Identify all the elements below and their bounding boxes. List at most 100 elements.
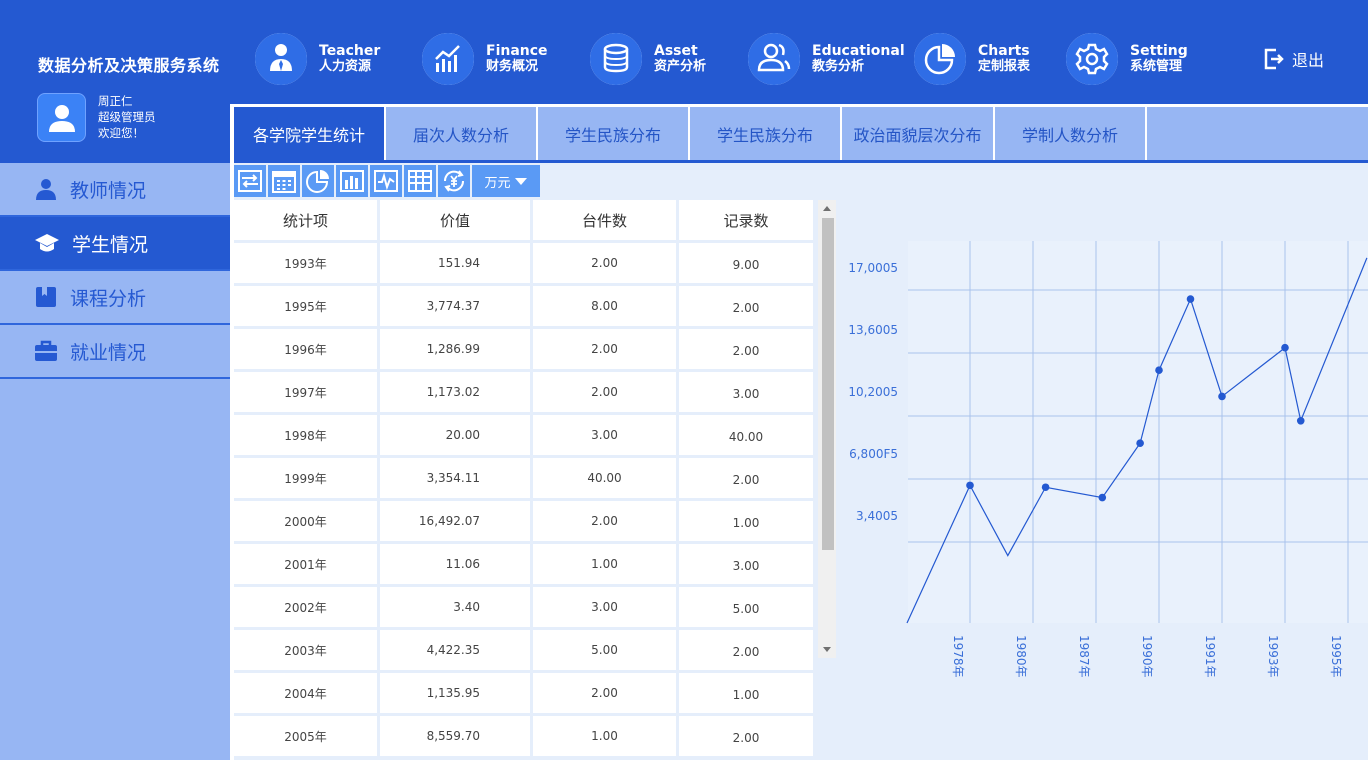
swap-button[interactable] [234, 165, 266, 197]
table-cell: 1993年 [234, 243, 377, 283]
x-tick-label: 1991年 [1203, 635, 1217, 678]
nav-teacher[interactable]: Teacher 人力资源 [255, 32, 380, 86]
tab-bar: 各学院学生统计 届次人数分析 学生民族分布 学生民族分布 政治面貌层次分布 学制… [234, 107, 1368, 163]
column-header[interactable]: 台件数 [533, 200, 676, 240]
nav-educational[interactable]: Educational 教务分析 [748, 32, 905, 86]
user-greeting: 欢迎您！ [98, 126, 144, 140]
logout-button[interactable]: 退出 [1264, 47, 1324, 71]
nav-charts[interactable]: Charts 定制报表 [914, 32, 1030, 86]
nav-teacher-en: Teacher [319, 43, 381, 59]
line-chart: 17,0005 13,6005 10,2005 6,800F5 3,4005 1978年 1… [838, 227, 1368, 687]
table-row[interactable]: 1999年 3,354.11 40.00 2.00 [234, 458, 813, 498]
table-row[interactable]: 2000年 16,492.07 2.00 1.00 [234, 501, 813, 541]
data-point [1281, 343, 1289, 352]
scroll-down-arrow[interactable] [823, 647, 831, 652]
table-row[interactable]: 1997年 1,173.02 2.00 3.00 [234, 372, 813, 412]
nav-finance[interactable]: Finance 财务概况 [422, 32, 548, 86]
table-scrollbar[interactable] [818, 200, 836, 658]
table-cell: 1.00 [533, 544, 676, 584]
swap-icon [238, 170, 262, 192]
column-header[interactable]: 记录数 [679, 200, 813, 240]
teacher-icon [255, 33, 307, 85]
tab-political-status[interactable]: 政治面貌层次分布 [842, 107, 995, 160]
sidebar-item-label: 就业情况 [70, 341, 147, 364]
table-cell: 3.00 [679, 544, 813, 584]
pie-chart-icon [914, 33, 966, 85]
nav-asset-cn: 资产分析 [654, 59, 707, 74]
table-cell: 2.00 [679, 716, 813, 756]
column-header[interactable]: 价值 [380, 200, 530, 240]
table-cell: 2001年 [234, 544, 377, 584]
nav-teacher-cn: 人力资源 [319, 59, 372, 74]
data-point [1218, 392, 1226, 401]
column-header[interactable]: 统计项 [234, 200, 377, 240]
sidebar: 教师情况 学生情况 课程分析 就业情况 [0, 163, 230, 379]
logout-label: 退出 [1292, 51, 1325, 70]
x-tick-label: 1980年 [1014, 635, 1028, 678]
currency-refresh-button[interactable] [438, 165, 470, 197]
table-row[interactable]: 2004年 1,135.95 2.00 1.00 [234, 673, 813, 713]
bar-chart-icon [340, 170, 364, 192]
table-cell: 1.00 [679, 673, 813, 713]
sidebar-item-employment[interactable]: 就业情况 [0, 325, 230, 379]
table-row[interactable]: 2005年 8,559.70 1.00 2.00 [234, 716, 813, 756]
nav-setting-cn: 系统管理 [1130, 59, 1183, 74]
tab-cohort-analysis[interactable]: 届次人数分析 [386, 107, 538, 160]
table-row[interactable]: 2003年 4,422.35 5.00 2.00 [234, 630, 813, 670]
sidebar-item-label: 教师情况 [70, 179, 147, 202]
table-cell: 40.00 [679, 415, 813, 455]
line-chart-button[interactable] [370, 165, 402, 197]
bar-chart-button[interactable] [336, 165, 368, 197]
tab-college-stats[interactable]: 各学院学生统计 [234, 107, 386, 160]
unit-label: 万元 [484, 175, 511, 191]
tab-ethnic-distribution-2[interactable]: 学生民族分布 [690, 107, 842, 160]
nav-asset-en: Asset [654, 43, 698, 59]
table-row[interactable]: 1995年 3,774.37 8.00 2.00 [234, 286, 813, 326]
nav-setting[interactable]: Setting 系统管理 [1066, 32, 1188, 86]
table-cell: 5.00 [533, 630, 676, 670]
scroll-up-arrow[interactable] [823, 206, 831, 211]
data-point [1098, 493, 1107, 502]
main-panel: 各学院学生统计 届次人数分析 学生民族分布 学生民族分布 政治面貌层次分布 学制… [230, 104, 1368, 760]
series-line [906, 257, 1368, 624]
table-row[interactable]: 1998年 20.00 3.00 40.00 [234, 415, 813, 455]
pie-chart-button[interactable] [302, 165, 334, 197]
table-cell: 1,173.02 [380, 372, 530, 412]
scroll-thumb[interactable] [822, 218, 834, 550]
data-point [1186, 295, 1195, 303]
nav-educational-cn: 教务分析 [812, 59, 865, 74]
unit-dropdown[interactable]: 万元 [472, 165, 540, 197]
table-row[interactable]: 1996年 1,286.99 2.00 2.00 [234, 329, 813, 369]
table-cell: 2.00 [533, 501, 676, 541]
user-name: 周正仁 [98, 94, 133, 108]
table-cell: 2002年 [234, 587, 377, 627]
tab-ethnic-distribution[interactable]: 学生民族分布 [538, 107, 690, 160]
sidebar-item-courses[interactable]: 课程分析 [0, 271, 230, 325]
table-row[interactable]: 2001年 11.06 1.00 3.00 [234, 544, 813, 584]
nav-charts-en: Charts [978, 43, 1030, 59]
sidebar-item-students[interactable]: 学生情况 [0, 217, 230, 271]
table-row[interactable]: 2002年 3.40 3.00 5.00 [234, 587, 813, 627]
app-title: 数据分析及决策服务系统 [38, 56, 220, 75]
nav-finance-en: Finance [486, 43, 548, 59]
y-tick-label: 6,800F5 [849, 447, 898, 461]
table-cell: 3.00 [533, 587, 676, 627]
tab-schooling-length[interactable]: 学制人数分析 [995, 107, 1147, 160]
graduation-cap-icon [35, 234, 59, 252]
table-cell: 4,422.35 [380, 630, 530, 670]
table-cell: 2003年 [234, 630, 377, 670]
table-cell: 2.00 [533, 673, 676, 713]
user-icon [48, 104, 75, 132]
table-cell: 8,559.70 [380, 716, 530, 756]
table-row[interactable]: 1993年 151.94 2.00 9.00 [234, 243, 813, 283]
table-button[interactable] [404, 165, 436, 197]
nav-asset[interactable]: Asset 资产分析 [590, 32, 706, 86]
y-tick-label: 13,6005 [848, 323, 898, 337]
table-cell: 9.00 [679, 243, 813, 283]
table-cell: 3.40 [380, 587, 530, 627]
table-cell: 2.00 [679, 630, 813, 670]
sidebar-item-teachers[interactable]: 教师情况 [0, 163, 230, 217]
x-tick-label: 1987年 [1077, 635, 1091, 678]
avatar [37, 93, 86, 142]
calendar-button[interactable] [268, 165, 300, 197]
